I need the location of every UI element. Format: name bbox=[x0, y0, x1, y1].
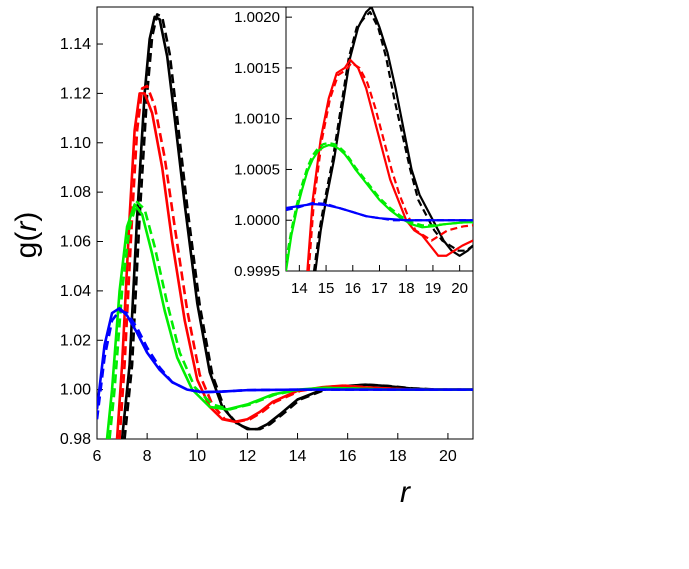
main-series-line-3 bbox=[118, 84, 473, 439]
inset-x-tick-label: 19 bbox=[425, 280, 442, 297]
main-x-tick-label: 18 bbox=[389, 448, 407, 465]
main-y-tick-label: 1.00 bbox=[60, 382, 91, 399]
inset-x-tick-label: 17 bbox=[371, 280, 388, 297]
inset-x-tick-label: 20 bbox=[451, 280, 468, 297]
inset-x-tick-label: 16 bbox=[344, 280, 361, 297]
main-x-tick-label: 12 bbox=[239, 448, 257, 465]
inset-x-tick-label: 18 bbox=[398, 280, 415, 297]
inset-series-line-5 bbox=[286, 141, 473, 262]
inset-y-tick-label: 1.0015 bbox=[234, 60, 280, 77]
inset-series-line-1 bbox=[312, 10, 473, 271]
main-y-tick-label: 1.04 bbox=[60, 283, 91, 300]
y-axis-label-text: g(r) bbox=[10, 212, 43, 259]
main-y-tick-label: 1.10 bbox=[60, 135, 91, 152]
main-axes-ticks: 6 8 10 12 14 16 18 20 0.98 1.00 1.02 1.04 1.06 1.08 1.… bbox=[60, 36, 457, 465]
main-series-group bbox=[97, 13, 473, 439]
inset-series-line-7 bbox=[286, 201, 473, 222]
main-y-tick-label: 1.12 bbox=[60, 85, 91, 102]
main-series-line-5 bbox=[108, 200, 473, 439]
inset-y-tick-label: 1.0005 bbox=[234, 161, 280, 178]
main-y-tick-label: 1.06 bbox=[60, 234, 91, 251]
main-y-tick-label: 0.98 bbox=[60, 431, 91, 448]
main-x-tick-label: 10 bbox=[188, 448, 206, 465]
main-x-tick-label: 20 bbox=[439, 448, 457, 465]
inset-y-tick-label: 1.0020 bbox=[234, 9, 280, 26]
inset-series-line-4 bbox=[286, 143, 473, 271]
inset-series-line-2 bbox=[306, 58, 473, 271]
main-x-tick-label: 16 bbox=[339, 448, 357, 465]
main-x-tick-label: 6 bbox=[93, 448, 102, 465]
y-axis-label: g(r) bbox=[10, 212, 43, 259]
inset-y-tick-label: 1.0010 bbox=[234, 111, 280, 128]
inset-series-line-3 bbox=[307, 61, 473, 271]
main-y-tick-label: 1.14 bbox=[60, 36, 91, 53]
inset-x-tick-label: 15 bbox=[318, 280, 335, 297]
inset-x-tick-label: 14 bbox=[291, 280, 308, 297]
main-series-line-1 bbox=[123, 13, 473, 439]
main-y-tick-label: 1.08 bbox=[60, 184, 91, 201]
inset-y-tick-label: 1.0000 bbox=[234, 212, 280, 229]
main-x-tick-label: 14 bbox=[289, 448, 307, 465]
inset-series-line-0 bbox=[314, 7, 473, 271]
inset-axes-ticks: 14 15 16 17 18 19 20 0.9995 1.0000 1.0005 1.0010 1.… bbox=[234, 9, 468, 297]
main-y-tick-label: 1.02 bbox=[60, 332, 91, 349]
inset-y-tick-label: 0.9995 bbox=[234, 263, 280, 280]
main-x-tick-label: 8 bbox=[143, 448, 152, 465]
main-series-line-7 bbox=[97, 309, 473, 420]
x-axis-label: r bbox=[400, 476, 411, 509]
inset-series-group bbox=[286, 7, 473, 271]
